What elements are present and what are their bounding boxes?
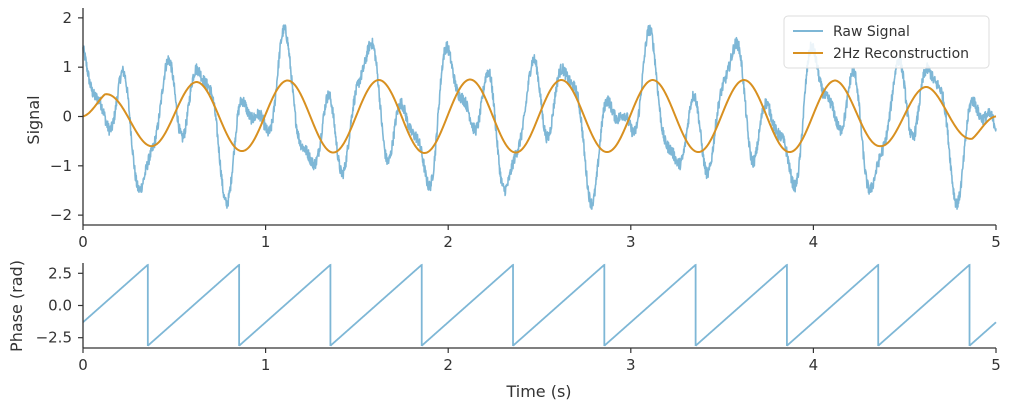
p1-y-tick-label-1: −1 [50, 157, 72, 175]
phase-x-ticks: 0 1 2 3 4 5 [78, 348, 1001, 374]
signal-panel: 0 1 2 3 4 5 −2 −1 0 1 2 Signal Raw Signal 2Hz Rec… [24, 8, 1001, 251]
legend-box [783, 15, 990, 69]
p1-y-tick-label-2: 0 [62, 108, 72, 126]
phase-x-axis-label: Time (s) [505, 382, 571, 401]
p1-y-tick-label-3: 1 [62, 58, 72, 76]
p1-x-tick-label-2: 2 [443, 233, 453, 251]
signal-series-group [82, 24, 997, 210]
reconstruction-line [82, 78, 997, 155]
p2-y-tick-label-1: 0.0 [48, 297, 72, 315]
raw-signal-line [82, 24, 997, 210]
p1-x-tick-label-3: 3 [626, 233, 636, 251]
p2-x-tick-label-1: 1 [261, 356, 271, 374]
p2-x-tick-label-0: 0 [78, 356, 88, 374]
p2-y-tick-label-2: 2.5 [48, 264, 72, 282]
signal-y-ticks: −2 −1 0 1 2 [50, 9, 83, 224]
p1-x-tick-label-4: 4 [809, 233, 819, 251]
phase-y-ticks: −2.5 0.0 2.5 [36, 264, 83, 347]
p1-x-tick-label-1: 1 [261, 233, 271, 251]
p2-x-tick-label-4: 4 [809, 356, 819, 374]
legend-reconstruction-label: 2Hz Reconstruction [833, 46, 969, 62]
p2-y-tick-label-0: −2.5 [36, 329, 72, 347]
p1-y-tick-label-0: −2 [50, 206, 72, 224]
p2-x-tick-label-3: 3 [626, 356, 636, 374]
signal-x-ticks: 0 1 2 3 4 5 [78, 225, 1001, 251]
p2-x-tick-label-2: 2 [443, 356, 453, 374]
p1-y-tick-label-4: 2 [62, 9, 72, 27]
legend-raw-signal-label: Raw Signal [833, 24, 910, 40]
phase-series-group [82, 263, 997, 347]
phase-y-axis-label: Phase (rad) [7, 260, 26, 352]
p1-x-tick-label-0: 0 [78, 233, 88, 251]
legend: Raw Signal 2Hz Reconstruction [783, 15, 990, 69]
signal-y-axis-label: Signal [24, 95, 43, 144]
p2-x-tick-label-5: 5 [991, 356, 1001, 374]
phase-line [82, 263, 997, 347]
phase-panel: 0 1 2 3 4 5 −2.5 0.0 2.5 Phase (rad) Time (s) [7, 260, 1001, 401]
p1-x-tick-label-5: 5 [991, 233, 1001, 251]
